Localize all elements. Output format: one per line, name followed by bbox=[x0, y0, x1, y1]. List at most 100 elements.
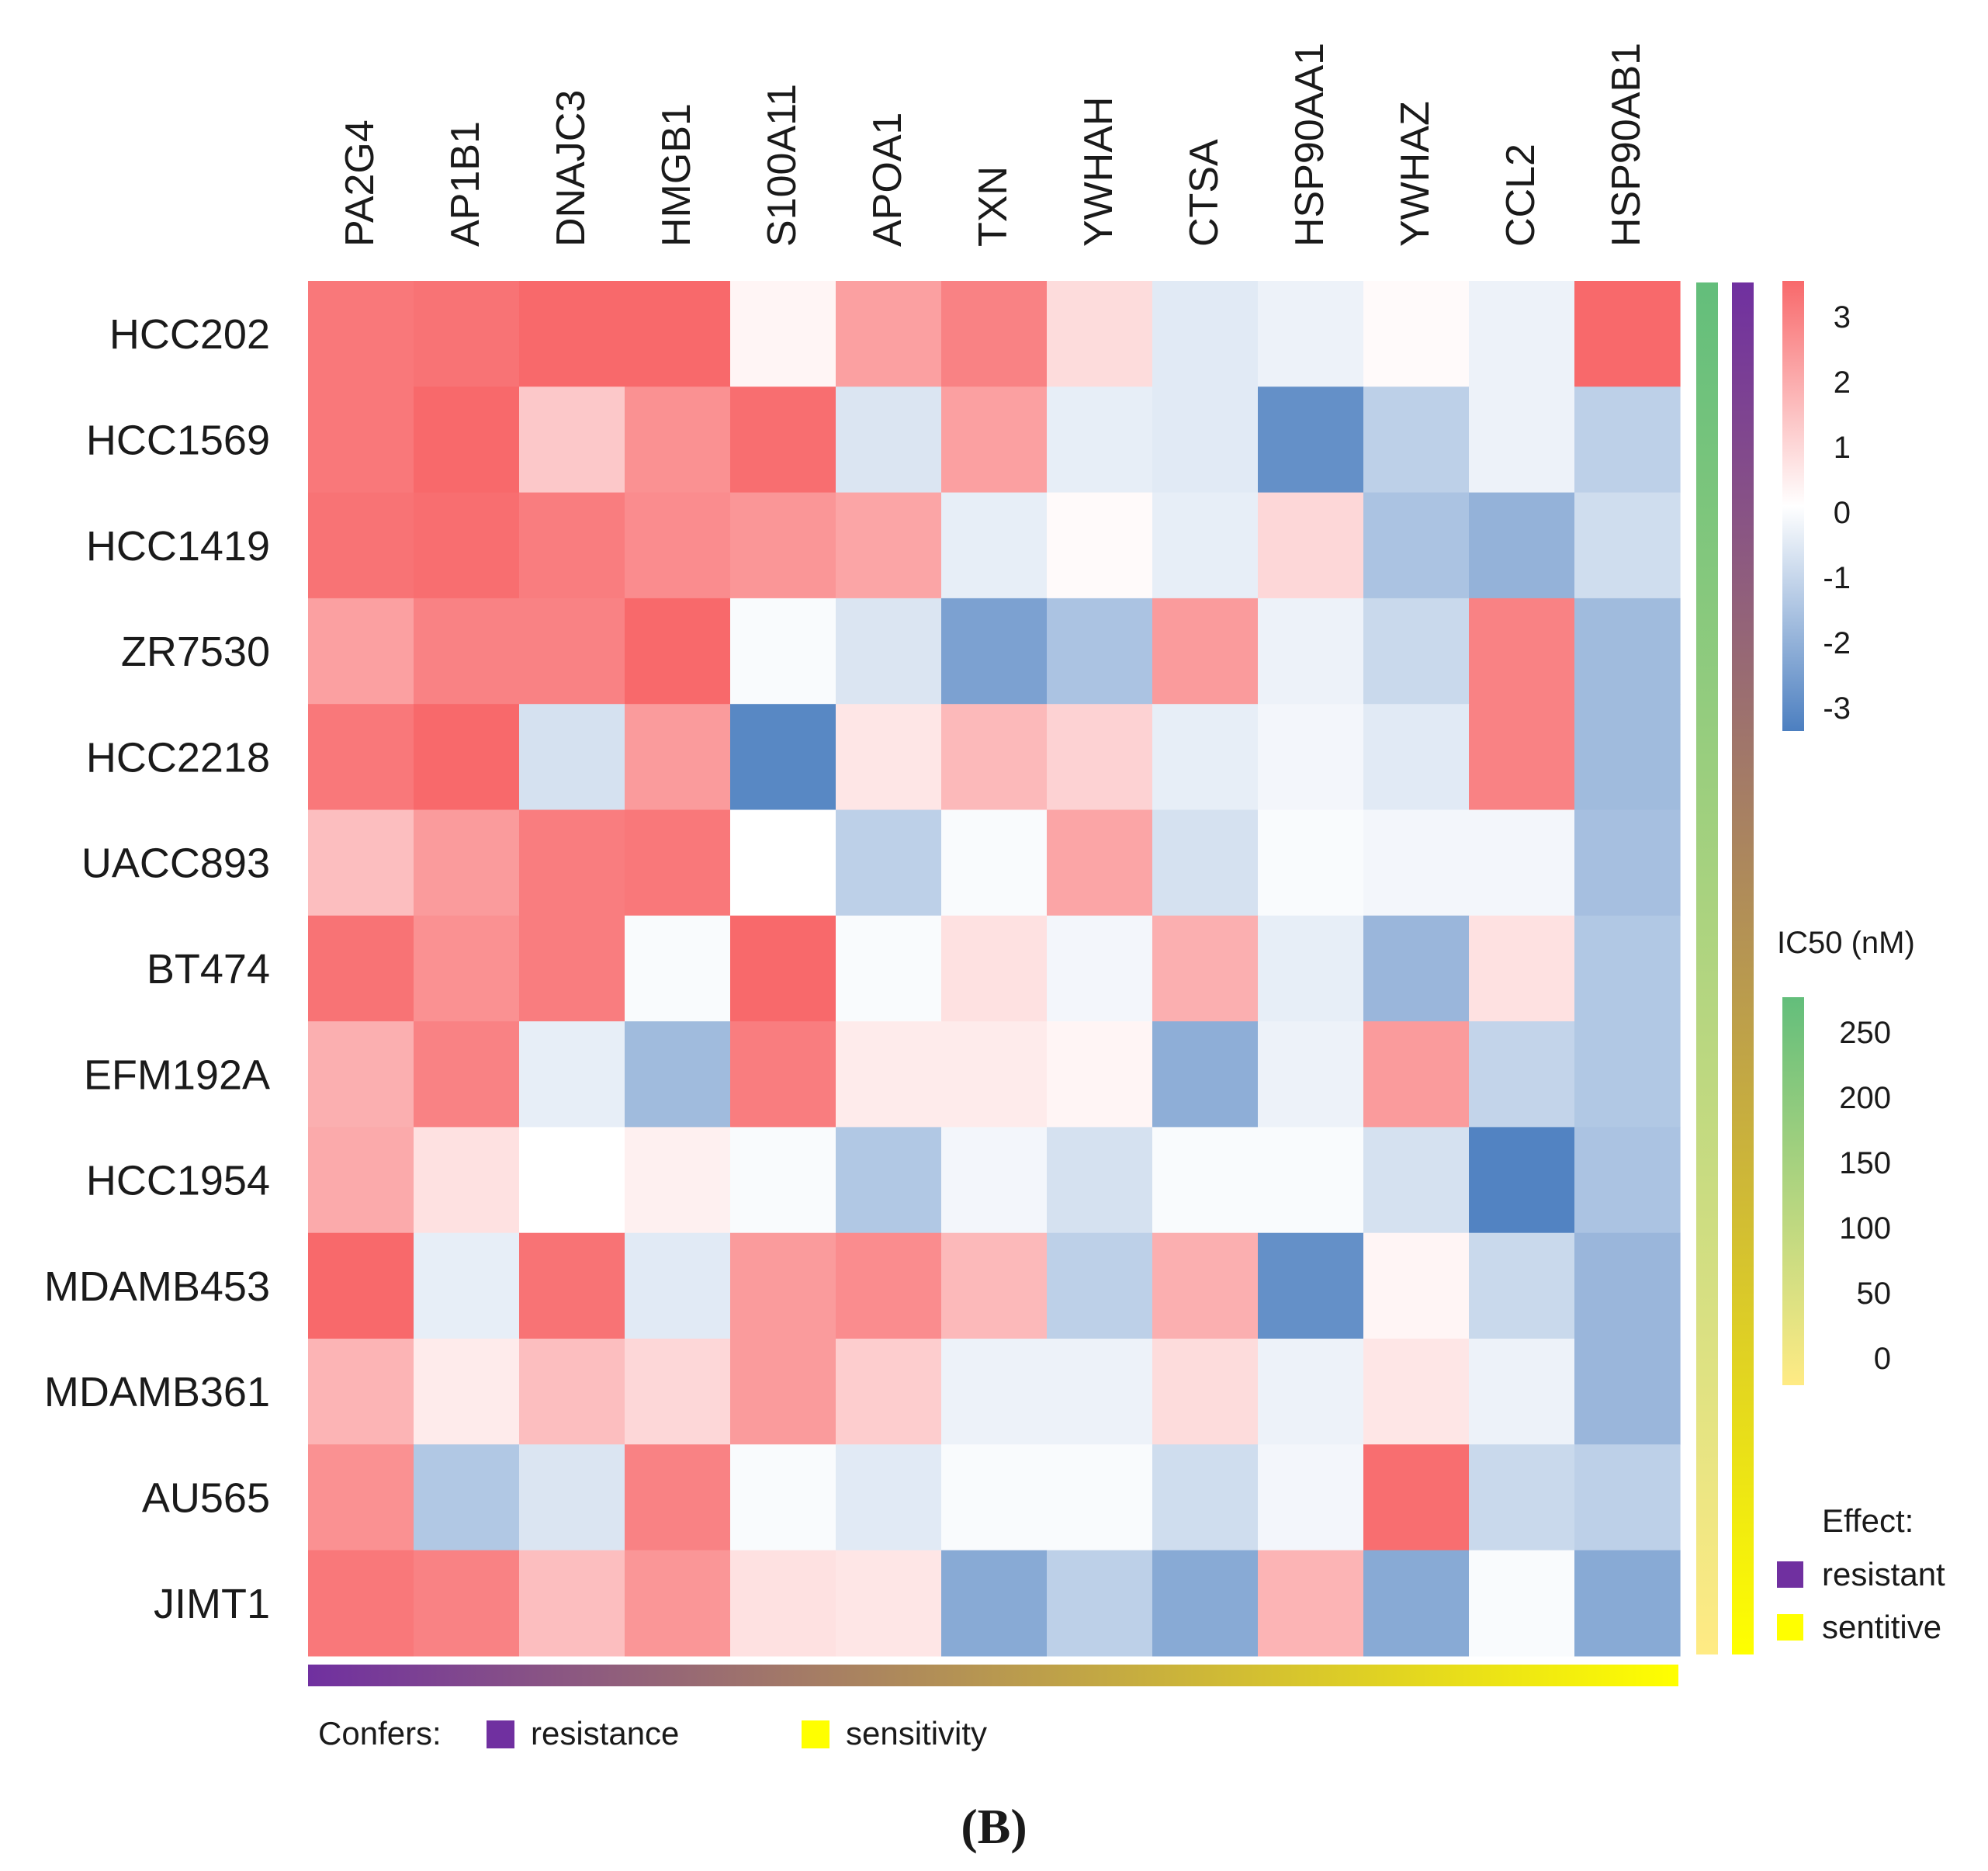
heatmap-cell-HCC2218-HSP90AA1 bbox=[1258, 704, 1364, 811]
heatmap-cell-MDAMB453-CTSA bbox=[1152, 1232, 1259, 1339]
heatmap-cell-EFM192A-HMGB1 bbox=[625, 1021, 731, 1128]
heatmap-cells bbox=[308, 281, 1681, 1657]
heatmap-cell-JIMT1-YWHAZ bbox=[1363, 1550, 1470, 1657]
heatmap-cell-HCC1419-CCL2 bbox=[1469, 492, 1575, 599]
heatmap-cell-HCC202-TXN bbox=[941, 281, 1048, 387]
ic50-legend-ticks: 250 200 150 100 50 0 bbox=[1839, 1016, 1891, 1376]
heatmap-cell-HCC1419-PA2G4 bbox=[308, 492, 414, 599]
heatmap-cell-HCC1569-DNAJC3 bbox=[519, 386, 625, 494]
row-label: EFM192A bbox=[84, 1052, 270, 1098]
heatmap-cell-AU565-YWHAZ bbox=[1363, 1444, 1470, 1551]
heatmap-cell-HCC1954-HSP90AA1 bbox=[1258, 1127, 1364, 1234]
heatmap-cell-HCC1954-HMGB1 bbox=[625, 1127, 731, 1234]
heatmap-cell-AU565-HMGB1 bbox=[625, 1444, 731, 1551]
heatmap-cell-HCC1954-AP1B1 bbox=[414, 1127, 520, 1234]
heatmap-cell-AU565-HSP90AA1 bbox=[1258, 1444, 1364, 1551]
row-labels: HCC202 HCC1569 HCC1419 ZR7530 HCC2218 UACC893… bbox=[44, 311, 270, 1627]
color-scale-bar bbox=[1782, 281, 1804, 731]
heatmap-cell-AU565-CCL2 bbox=[1469, 1444, 1575, 1551]
heatmap-cell-ZR7530-YWHAH bbox=[1047, 598, 1153, 705]
heatmap-cell-EFM192A-S100A11 bbox=[730, 1021, 836, 1128]
heatmap-cell-EFM192A-AP1B1 bbox=[414, 1021, 520, 1128]
heatmap-cell-HCC1419-HMGB1 bbox=[625, 492, 731, 599]
heatmap-cell-HCC1419-DNAJC3 bbox=[519, 492, 625, 599]
heatmap-cell-MDAMB361-CTSA bbox=[1152, 1339, 1259, 1445]
column-label: S100A11 bbox=[760, 84, 805, 247]
heatmap-cell-HCC1569-HSP90AB1 bbox=[1574, 386, 1681, 494]
heatmap-cell-MDAMB453-HSP90AA1 bbox=[1258, 1232, 1364, 1339]
column-label: AP1B1 bbox=[443, 121, 488, 247]
heatmap-cell-UACC893-TXN bbox=[941, 809, 1048, 916]
heatmap-cell-HCC2218-YWHAH bbox=[1047, 704, 1153, 811]
heatmap-cell-HCC1419-YWHAZ bbox=[1363, 492, 1470, 599]
heatmap-cell-HCC1569-AP1B1 bbox=[414, 386, 520, 494]
heatmap-cell-MDAMB453-APOA1 bbox=[836, 1232, 942, 1339]
heatmap-cell-HCC202-AP1B1 bbox=[414, 281, 520, 387]
heatmap-cell-HCC1954-CCL2 bbox=[1469, 1127, 1575, 1234]
heatmap-cell-ZR7530-AP1B1 bbox=[414, 598, 520, 705]
heatmap-cell-BT474-CCL2 bbox=[1469, 915, 1575, 1022]
row-label: HCC1954 bbox=[86, 1158, 270, 1204]
heatmap-cell-AU565-AP1B1 bbox=[414, 1444, 520, 1551]
effect-legend-title: Effect: bbox=[1822, 1502, 1914, 1539]
heatmap-cell-AU565-TXN bbox=[941, 1444, 1048, 1551]
heatmap-cell-MDAMB361-PA2G4 bbox=[308, 1339, 414, 1445]
heatmap-cell-MDAMB361-CCL2 bbox=[1469, 1339, 1575, 1445]
effect-resistant-swatch bbox=[1777, 1561, 1803, 1588]
heatmap-cell-HCC1954-HSP90AB1 bbox=[1574, 1127, 1681, 1234]
color-scale-tick-label: -2 bbox=[1823, 626, 1851, 660]
heatmap-cell-HCC1569-PA2G4 bbox=[308, 386, 414, 494]
heatmap-cell-HCC1954-PA2G4 bbox=[308, 1127, 414, 1234]
confers-resistance-swatch bbox=[487, 1720, 514, 1748]
heatmap-cell-HCC1569-CCL2 bbox=[1469, 386, 1575, 494]
heatmap-cell-BT474-HSP90AA1 bbox=[1258, 915, 1364, 1022]
color-scale-tick-label: 3 bbox=[1834, 300, 1851, 334]
heatmap-cell-HCC1419-HSP90AA1 bbox=[1258, 492, 1364, 599]
heatmap-cell-EFM192A-YWHAZ bbox=[1363, 1021, 1470, 1128]
column-label: YWHAH bbox=[1076, 96, 1121, 247]
heatmap-cell-HCC1954-TXN bbox=[941, 1127, 1048, 1234]
column-label: HSP90AA1 bbox=[1287, 43, 1332, 247]
confers-legend-title: Confers: bbox=[318, 1715, 442, 1751]
heatmap-cell-JIMT1-TXN bbox=[941, 1550, 1048, 1657]
heatmap-cell-UACC893-YWHAZ bbox=[1363, 809, 1470, 916]
ic50-tick-label: 0 bbox=[1874, 1342, 1891, 1376]
heatmap-cell-HCC1954-CTSA bbox=[1152, 1127, 1259, 1234]
heatmap-cell-JIMT1-CCL2 bbox=[1469, 1550, 1575, 1657]
heatmap-cell-HCC1419-S100A11 bbox=[730, 492, 836, 599]
heatmap-cell-HCC2218-APOA1 bbox=[836, 704, 942, 811]
heatmap-cell-UACC893-YWHAH bbox=[1047, 809, 1153, 916]
column-label: HMGB1 bbox=[654, 103, 699, 247]
heatmap-cell-HCC1569-HSP90AA1 bbox=[1258, 386, 1364, 494]
heatmap-cell-HCC1569-CTSA bbox=[1152, 386, 1259, 494]
heatmap-cell-JIMT1-HSP90AB1 bbox=[1574, 1550, 1681, 1657]
heatmap-cell-ZR7530-YWHAZ bbox=[1363, 598, 1470, 705]
heatmap-cell-HCC1569-YWHAH bbox=[1047, 386, 1153, 494]
ic50-tick-label: 100 bbox=[1839, 1211, 1891, 1246]
heatmap-cell-BT474-HMGB1 bbox=[625, 915, 731, 1022]
heatmap-cell-ZR7530-CTSA bbox=[1152, 598, 1259, 705]
heatmap-cell-MDAMB453-AP1B1 bbox=[414, 1232, 520, 1339]
heatmap-cell-MDAMB453-PA2G4 bbox=[308, 1232, 414, 1339]
heatmap-cell-HCC1569-YWHAZ bbox=[1363, 386, 1470, 494]
heatmap-cell-HCC1419-APOA1 bbox=[836, 492, 942, 599]
heatmap-cell-HCC1569-APOA1 bbox=[836, 386, 942, 494]
heatmap-cell-MDAMB453-YWHAH bbox=[1047, 1232, 1153, 1339]
heatmap-cell-HCC1954-APOA1 bbox=[836, 1127, 942, 1234]
row-label: HCC1569 bbox=[86, 418, 270, 464]
heatmap-cell-HCC202-DNAJC3 bbox=[519, 281, 625, 387]
row-label: MDAMB453 bbox=[44, 1263, 270, 1310]
effect-sensitive-label: sentitive bbox=[1822, 1609, 1941, 1645]
color-scale-tick-label: -3 bbox=[1823, 691, 1851, 726]
heatmap-cell-JIMT1-DNAJC3 bbox=[519, 1550, 625, 1657]
heatmap-cell-BT474-TXN bbox=[941, 915, 1048, 1022]
heatmap-cell-BT474-AP1B1 bbox=[414, 915, 520, 1022]
heatmap-cell-ZR7530-S100A11 bbox=[730, 598, 836, 705]
heatmap-cell-JIMT1-AP1B1 bbox=[414, 1550, 520, 1657]
heatmap-cell-BT474-APOA1 bbox=[836, 915, 942, 1022]
heatmap-cell-EFM192A-YWHAH bbox=[1047, 1021, 1153, 1128]
color-scale-tick-label: 2 bbox=[1834, 366, 1851, 400]
heatmap-cell-AU565-HSP90AB1 bbox=[1574, 1444, 1681, 1551]
heatmap-cell-HCC202-CTSA bbox=[1152, 281, 1259, 387]
